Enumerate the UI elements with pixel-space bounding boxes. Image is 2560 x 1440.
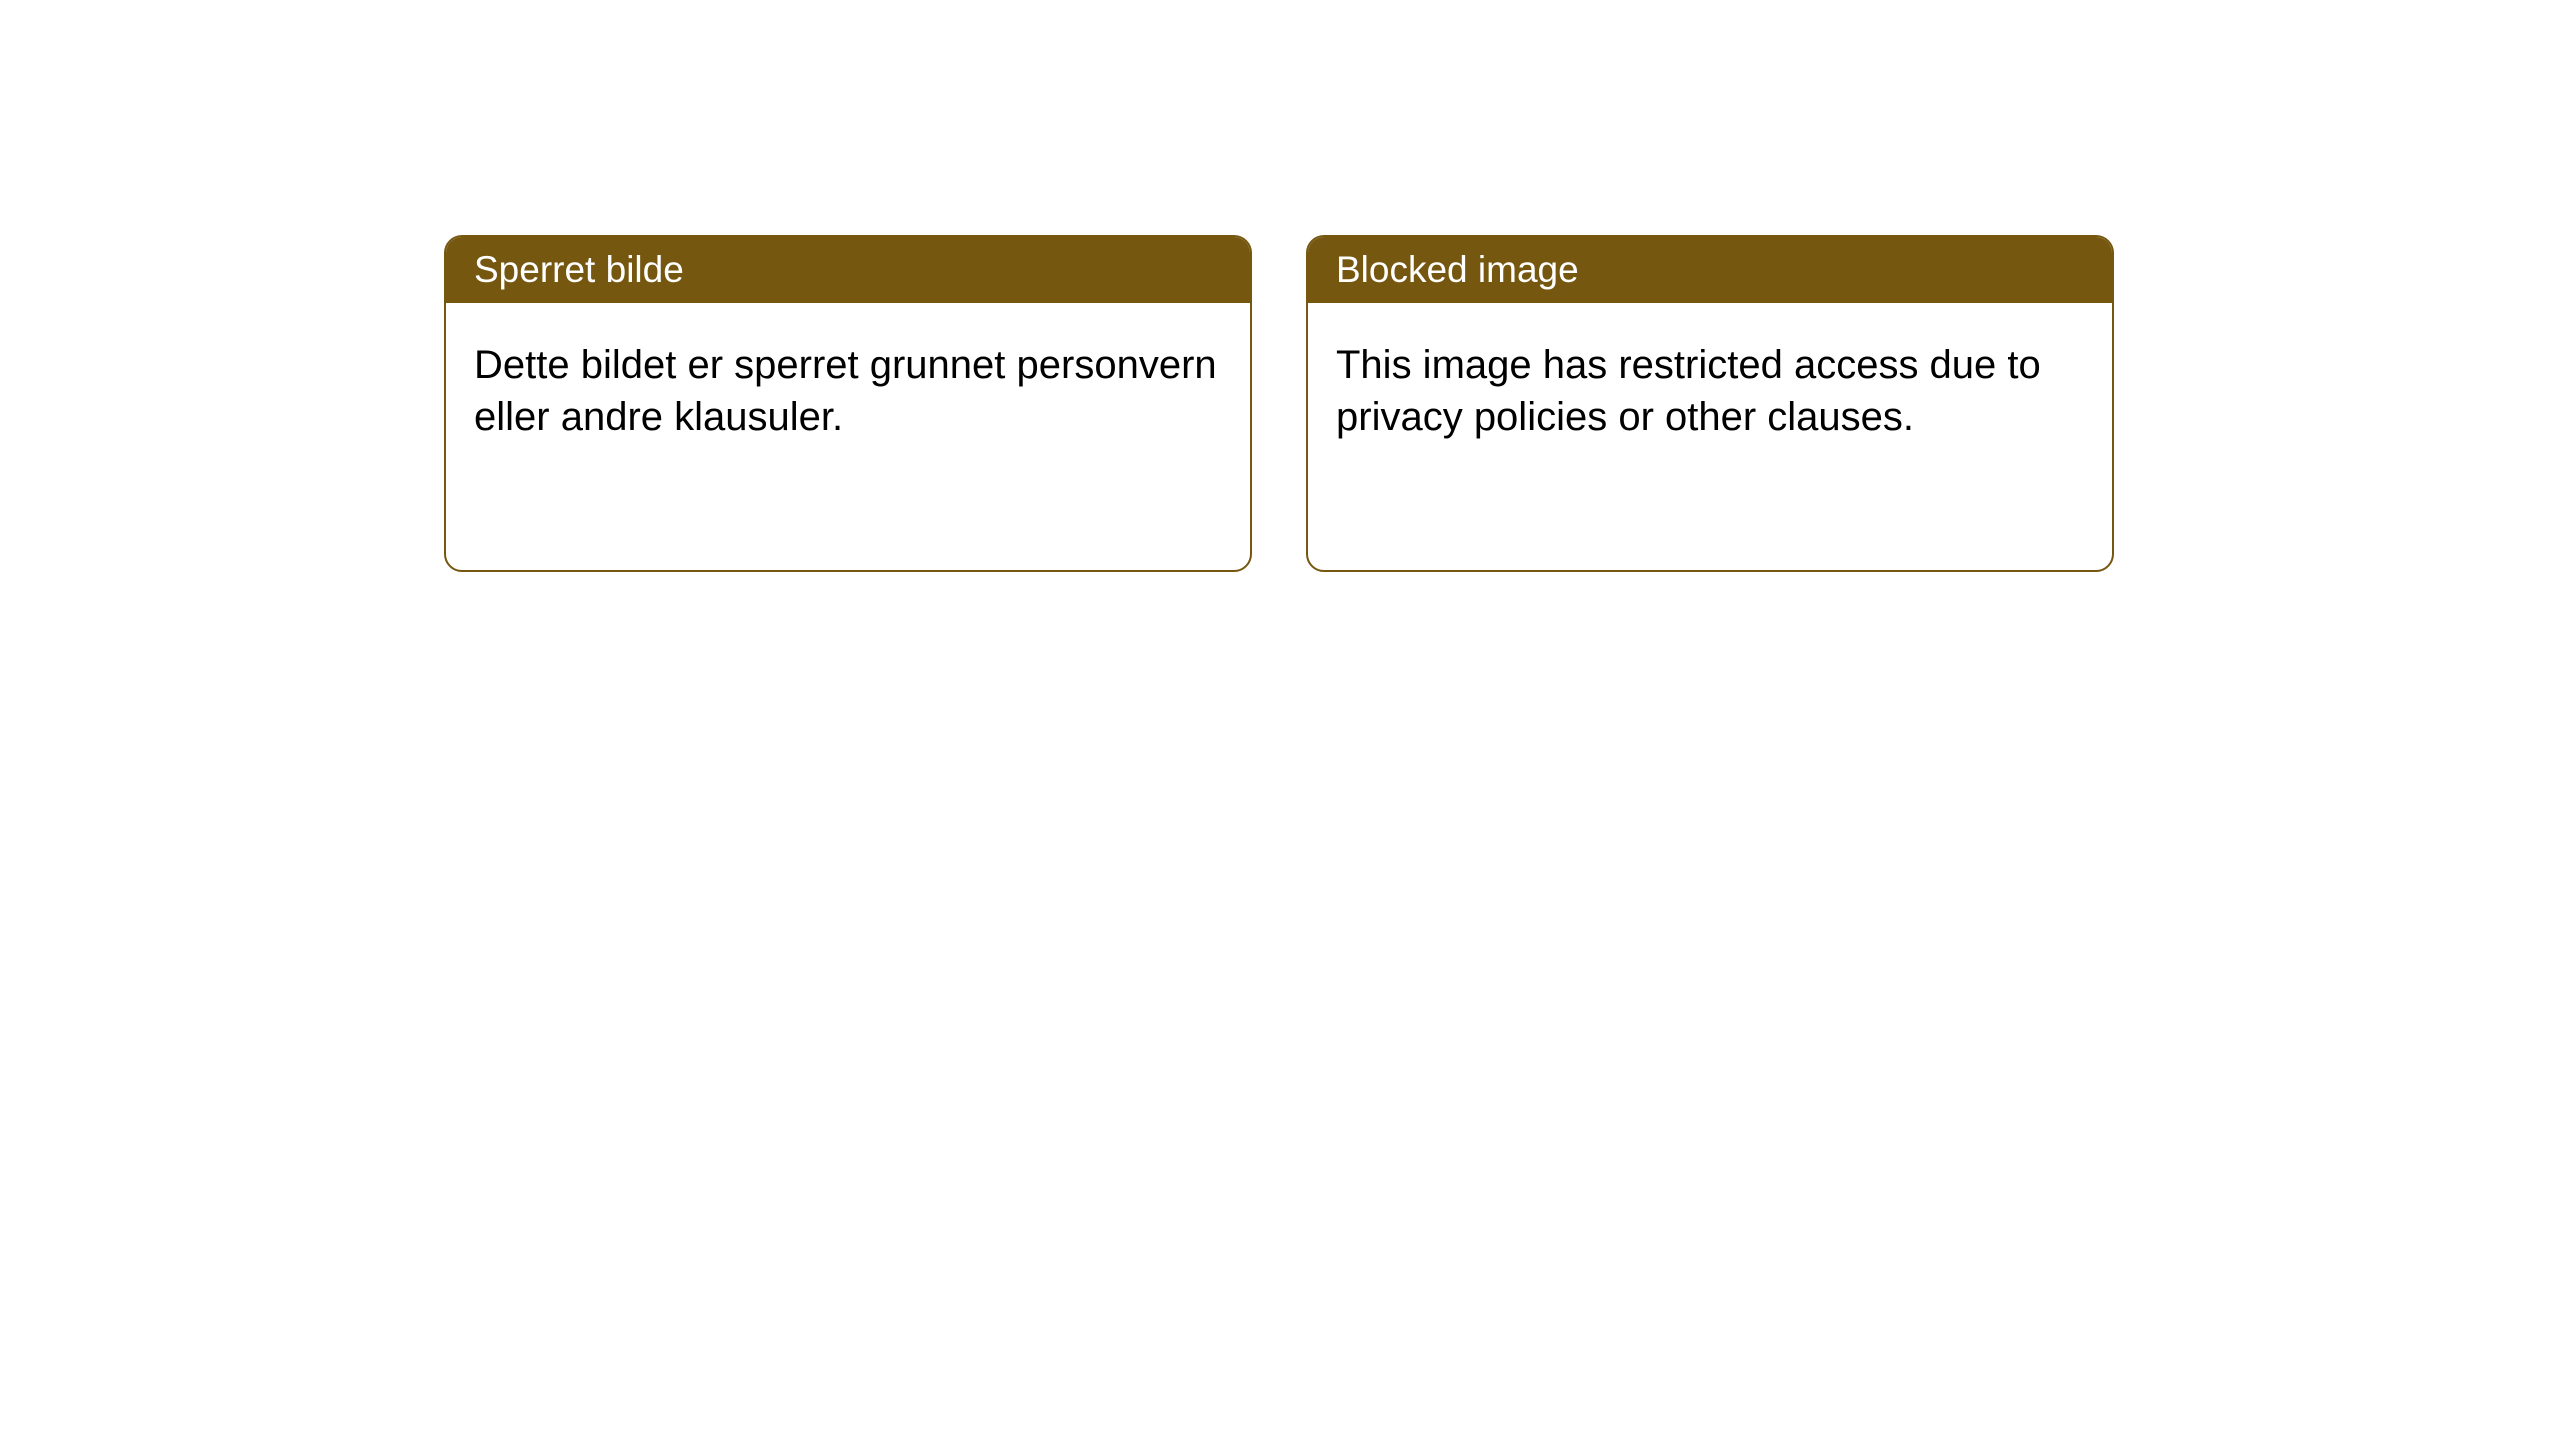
notice-card-body: This image has restricted access due to … [1308, 303, 2112, 479]
notice-card-header: Sperret bilde [446, 237, 1250, 303]
notice-card-norwegian: Sperret bilde Dette bildet er sperret gr… [444, 235, 1252, 572]
notice-card-english: Blocked image This image has restricted … [1306, 235, 2114, 572]
notice-container: Sperret bilde Dette bildet er sperret gr… [444, 235, 2114, 572]
notice-card-body: Dette bildet er sperret grunnet personve… [446, 303, 1250, 479]
notice-card-header: Blocked image [1308, 237, 2112, 303]
